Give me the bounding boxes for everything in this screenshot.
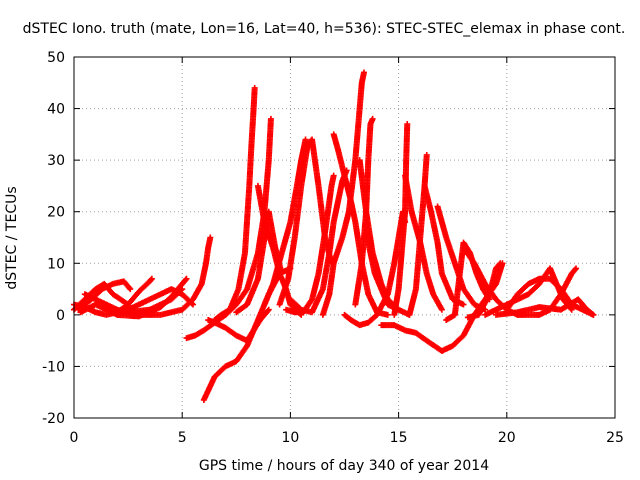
x-tick-label: 10	[281, 430, 299, 446]
data-point	[573, 265, 580, 272]
series-26	[402, 172, 445, 313]
data-point	[302, 136, 309, 143]
y-tick-label: 20	[47, 205, 65, 221]
y-tick-label: -20	[42, 411, 65, 427]
data-point	[265, 306, 272, 313]
data-point	[384, 311, 391, 318]
data-point	[404, 121, 411, 128]
x-tick-label: 5	[178, 430, 187, 446]
data-point	[360, 69, 367, 76]
data-point	[568, 306, 575, 313]
data-point	[572, 266, 579, 273]
series-38	[492, 296, 597, 318]
data-point	[251, 84, 258, 91]
y-tick-label: -10	[42, 359, 65, 375]
series-7	[114, 286, 197, 318]
data-point	[423, 151, 430, 158]
series-33	[464, 260, 504, 321]
x-tick-label: 20	[498, 430, 516, 446]
y-tick-labels: -20 -10 0 10 20 30 40 50	[42, 50, 615, 427]
series-11	[211, 84, 258, 324]
series-4	[71, 280, 132, 313]
data-point	[278, 270, 285, 277]
data-point	[589, 310, 596, 317]
plot-frame	[73, 56, 616, 419]
x-axis-label: GPS time / hours of day 340 of year 2014	[199, 458, 489, 474]
data-point	[207, 234, 214, 241]
y-axis-label: dSTEC / TECUs	[4, 186, 20, 289]
data-point	[190, 301, 197, 308]
data-point	[438, 306, 445, 313]
y-tick-label: 0	[56, 308, 65, 324]
data-point	[590, 311, 597, 318]
data-point	[183, 275, 190, 282]
data-point	[330, 172, 337, 179]
y-tick-label: 10	[47, 256, 65, 272]
chart-title: dSTEC Iono. truth (mate, Lon=16, Lat=40,…	[23, 21, 626, 37]
data-point	[126, 284, 133, 291]
data-marks	[71, 69, 597, 403]
series-37	[547, 265, 575, 313]
series-25	[391, 121, 411, 318]
series-6	[125, 286, 186, 316]
data-point	[497, 260, 504, 267]
series-17	[283, 172, 337, 316]
x-tick-label: 25	[606, 430, 624, 446]
y-tick-label: 50	[47, 50, 65, 66]
data-point	[182, 276, 189, 283]
data-point	[267, 115, 274, 122]
y-tick-label: 30	[47, 153, 65, 169]
series-28	[406, 151, 430, 318]
x-tick-label: 0	[70, 430, 79, 446]
series-16	[276, 136, 335, 308]
data-point	[496, 261, 503, 268]
data-point	[369, 115, 376, 122]
data-point	[127, 286, 134, 293]
series-14	[233, 208, 285, 316]
data-point	[264, 307, 271, 314]
data-point	[148, 275, 155, 282]
x-tick-label: 15	[390, 430, 408, 446]
data-point	[188, 300, 195, 307]
data-point	[460, 301, 467, 308]
y-tick-label: 40	[47, 102, 65, 118]
x-tick-labels: 0 5 10 15 20 25	[70, 57, 624, 446]
